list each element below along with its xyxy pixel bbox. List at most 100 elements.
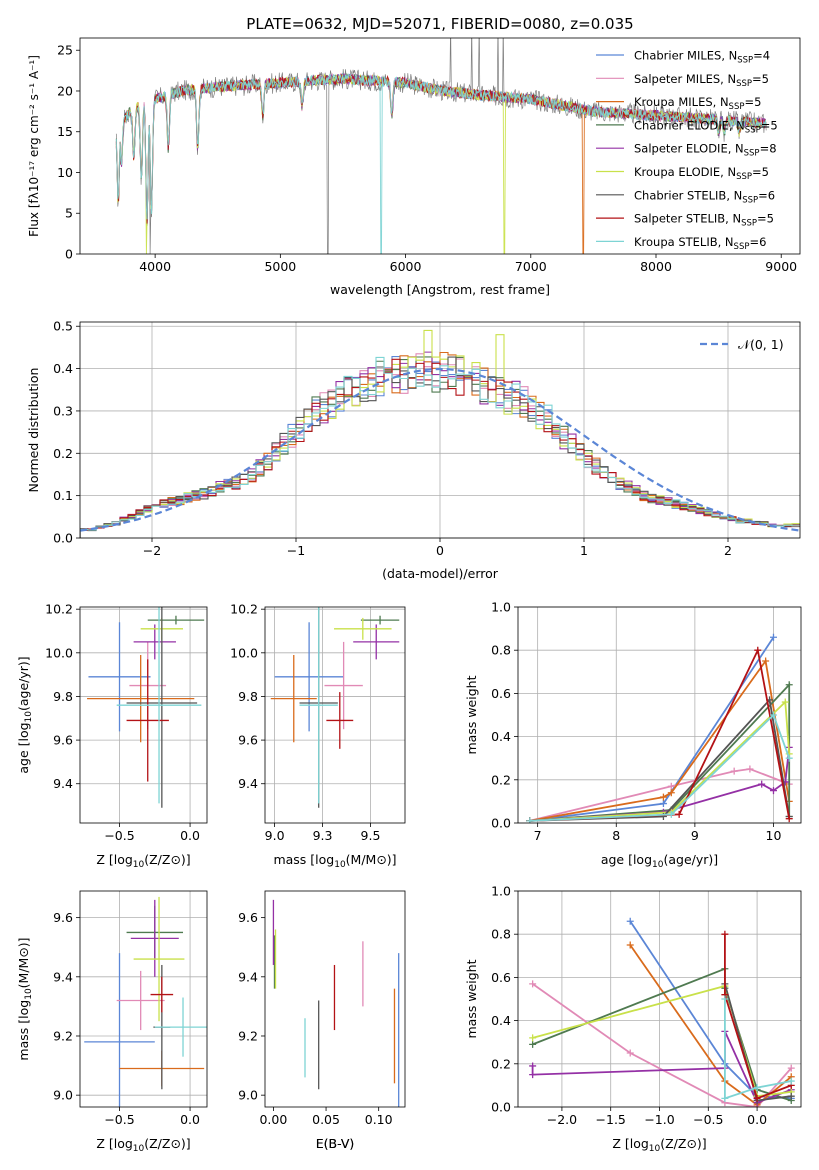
y-tick-label: 9.6 (53, 910, 73, 925)
weight-marker (785, 681, 793, 689)
errorbar-salpeter-elodie (133, 624, 176, 660)
y-tick-label: 10.2 (45, 602, 73, 617)
weight-line (529, 682, 791, 822)
y-tick-label: 0.4 (491, 729, 511, 744)
weight-line (629, 920, 792, 1100)
x-tick-label: 9 (691, 828, 699, 843)
x-tick-label: 0.0 (180, 1112, 200, 1127)
y-axis-label: mass weight (464, 675, 479, 754)
age-vs-mass-panel: 9.0 9.3 9.5 9.4 9.6 9.8 10.0 10.2 mass [log10(M/… (230, 602, 406, 870)
y-tick-label: 0.4 (491, 1013, 511, 1028)
weight-marker (787, 1092, 795, 1100)
y-tick-label: 10.0 (45, 645, 73, 660)
weight-vs-Z-plot-area (529, 917, 795, 1107)
legend-entry: Chabrier MILES, NSSP=4 (634, 49, 770, 66)
y-tick-label: 0.6 (491, 686, 511, 701)
y-tick-label: 15 (57, 124, 73, 139)
y-tick-label: 9.8 (238, 689, 258, 704)
weight-vs-age-frame (517, 606, 802, 824)
y-tick-label: 9.4 (53, 969, 73, 984)
residuals-frame (79, 321, 801, 539)
y-tick-label: 0 (65, 247, 73, 262)
weight-marker (753, 1094, 761, 1102)
weight-vs-age-grid (518, 606, 801, 824)
weight-vs-Z-frame (517, 890, 802, 1108)
y-tick-label: 9.0 (238, 1088, 258, 1103)
weight-series-chabrier-stelib (721, 980, 795, 1105)
errorbar-kroupa-stelib (116, 607, 202, 804)
legend-entry: Chabrier STELIB, NSSP=6 (634, 188, 775, 205)
weight-marker (746, 765, 754, 773)
weight-marker (626, 941, 634, 949)
weight-marker (787, 1077, 795, 1085)
y-tick-label: 0.6 (491, 970, 511, 985)
weight-marker (659, 800, 667, 808)
weight-marker (626, 1049, 634, 1057)
weight-marker (667, 810, 675, 818)
weight-line (529, 747, 791, 822)
weight-marker (667, 789, 675, 797)
x-tick-label: 2 (724, 543, 732, 558)
weight-marker (769, 787, 777, 795)
legend-entry: Salpeter STELIB, NSSP=5 (634, 212, 774, 229)
x-tick-label: −2.0 (547, 1112, 577, 1127)
legend-entry: Kroupa ELODIE, NSSP=5 (634, 165, 769, 182)
x-tick-label: 7000 (515, 259, 547, 274)
y-tick-label: 10 (57, 165, 73, 180)
weight-marker (675, 810, 683, 818)
x-tick-label: 6000 (390, 259, 422, 274)
y-tick-label: 20 (57, 83, 73, 98)
x-axis-label: Z [log10(Z/Z⊙)] (96, 1136, 190, 1154)
x-tick-label: −1.5 (596, 1112, 626, 1127)
x-tick-label: 9.3 (313, 828, 333, 843)
errorbar-salpeter-stelib (150, 976, 174, 1013)
y-tick-label: 0.8 (491, 643, 511, 658)
weight-vs-Z-grid (518, 890, 801, 1108)
weight-series-kroupa-miles (626, 941, 795, 1107)
y-tick-label: 10.0 (230, 645, 258, 660)
x-tick-label: 0.0 (747, 1112, 767, 1127)
age-vs-mass-axes: 9.0 9.3 9.5 9.4 9.6 9.8 10.0 10.2 (230, 602, 380, 843)
weight-marker (667, 782, 675, 790)
x-axis-label: Z [log10(Z/Z⊙)] (96, 852, 190, 870)
spectrum-axes: 4000 5000 6000 7000 8000 9000 0 5 10 15 20 25 (57, 43, 797, 274)
x-tick-label: −0.5 (693, 1112, 723, 1127)
x-tick-label: 4000 (139, 259, 171, 274)
weight-marker (529, 1062, 537, 1070)
y-tick-label: 0.2 (491, 1056, 511, 1071)
legend-entry: 𝒩(0, 1) (738, 337, 784, 352)
weight-marker (758, 780, 766, 788)
mass-vs-ebv-panel: 0.00 0.05 0.10 9.0 9.2 9.4 9.6 E(B-V) (238, 890, 406, 1151)
age-vs-mass-grid (265, 607, 405, 823)
weight-marker (762, 657, 770, 665)
chart-title: PLATE=0632, MJD=52071, FIBERID=0080, z=0… (246, 15, 633, 33)
weight-series-kroupa-miles (526, 657, 793, 823)
y-tick-label: 9.2 (238, 1028, 258, 1043)
errorbar-kroupa-elodie (334, 617, 392, 640)
weight-marker (721, 995, 729, 1003)
y-axis-label: Normed distribution (26, 368, 41, 493)
weight-line (529, 700, 791, 822)
weight-marker (529, 1034, 537, 1042)
errorbar-kroupa-elodie (133, 896, 185, 1022)
y-tick-label: 0.8 (491, 927, 511, 942)
weight-marker (787, 1064, 795, 1072)
errorbar-salpeter-stelib (326, 692, 354, 749)
mass-vs-Z-grid (80, 891, 207, 1107)
weight-marker (753, 1084, 761, 1092)
y-tick-label: 9.4 (238, 969, 258, 984)
y-tick-label: 10.2 (230, 602, 258, 617)
x-axis-label: mass [log10(M/M⊙)] (273, 852, 396, 870)
y-tick-label: 0.5 (53, 319, 73, 334)
weight-marker (781, 698, 789, 706)
mass-vs-Z-frame (79, 890, 208, 1108)
weight-marker (529, 980, 537, 988)
weight-vs-Z-panel: −2.0 −1.5 −1.0 −0.5 0.0 0.0 0.2 0.4 0.6 0.8 1.0 Z [… (464, 884, 802, 1154)
errorbar-salpeter-miles (116, 970, 165, 1031)
x-tick-label: 9000 (765, 259, 797, 274)
normal-reference-curve (80, 367, 800, 532)
x-tick-label: −0.5 (104, 1112, 134, 1127)
age-vs-Z-frame (79, 606, 208, 824)
errorbar-chabrier-miles (84, 953, 155, 1107)
x-tick-label: 0.00 (259, 1112, 287, 1127)
